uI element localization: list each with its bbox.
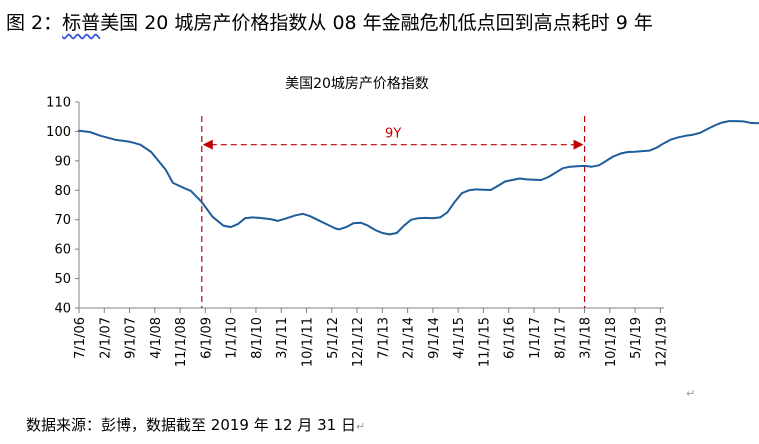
x-tick-label: 12/1/19 bbox=[654, 317, 669, 367]
y-tick-label: 60 bbox=[54, 243, 71, 258]
x-tick-label: 4/1/08 bbox=[149, 317, 164, 359]
series-line bbox=[78, 120, 759, 236]
x-tick-label: 10/1/18 bbox=[604, 317, 619, 367]
x-tick-label: 9/1/07 bbox=[124, 317, 139, 359]
y-tick-label: 110 bbox=[46, 96, 71, 111]
y-tick-label: 50 bbox=[54, 272, 71, 287]
x-tick-label: 1/1/17 bbox=[528, 317, 543, 359]
x-tick-label: 7/1/13 bbox=[376, 317, 391, 359]
y-tick-label: 100 bbox=[46, 125, 71, 140]
x-tick-label: 6/1/09 bbox=[199, 317, 214, 359]
y-tick-label: 40 bbox=[54, 302, 71, 317]
figure-title: 图 2：标普美国 20 城房产价格指数从 08 年金融危机低点回到高点耗时 9 … bbox=[6, 8, 653, 35]
figure-title-prefix: 图 2： bbox=[6, 12, 63, 34]
figure-title-rest: 美国 20 城房产价格指数从 08 年金融危机低点回到高点耗时 9 年 bbox=[100, 12, 653, 34]
x-tick-label: 10/1/11 bbox=[301, 317, 316, 367]
x-tick-label: 12/1/12 bbox=[351, 317, 366, 367]
x-ticks: 7/1/06 2/1/07 9/1/07 4/1/08 11/1/08 6/1/09 1/1… bbox=[73, 308, 669, 367]
x-tick-label: 7/1/06 bbox=[73, 317, 88, 359]
y-tick-label: 70 bbox=[54, 213, 71, 228]
x-tick-label: 3/1/18 bbox=[579, 317, 594, 359]
figure-title-underlined: 标普 bbox=[62, 12, 101, 34]
x-tick-label: 4/1/15 bbox=[452, 317, 467, 359]
x-tick-label: 9/1/14 bbox=[427, 317, 442, 359]
x-tick-label: 11/1/08 bbox=[174, 317, 189, 367]
x-tick-label: 8/1/10 bbox=[250, 317, 265, 359]
y-ticks: 40 50 60 70 80 90 100 110 bbox=[46, 96, 79, 317]
annotation-arrow-head-right bbox=[573, 139, 584, 150]
annotation-arrow-head-left bbox=[202, 139, 213, 150]
footnote: 数据来源：彭博，数据截至 2019 年 12 月 31 日↵ bbox=[26, 414, 365, 435]
annotation-label: 9Y bbox=[385, 127, 401, 142]
x-tick-label: 5/1/12 bbox=[326, 317, 341, 359]
x-tick-label: 6/1/16 bbox=[503, 317, 518, 359]
x-tick-label: 3/1/11 bbox=[275, 317, 290, 359]
x-tick-label: 2/1/14 bbox=[402, 317, 417, 359]
chart: 美国20城房产价格指数 40 50 60 70 80 90 100 110 7/1/06 2/1… bbox=[46, 76, 759, 367]
paragraph-mark: ↵ bbox=[686, 387, 696, 400]
x-tick-label: 1/1/10 bbox=[225, 317, 240, 359]
chart-title: 美国20城房产价格指数 bbox=[285, 76, 429, 92]
x-tick-label: 5/1/19 bbox=[629, 317, 644, 359]
annotation: 9Y bbox=[201, 116, 586, 308]
y-tick-label: 80 bbox=[54, 184, 71, 199]
footnote-text: 数据来源：彭博，数据截至 2019 年 12 月 31 日 bbox=[26, 416, 356, 434]
footnote-paragraph-mark: ↵ bbox=[355, 420, 366, 433]
x-tick-label: 2/1/07 bbox=[98, 317, 113, 359]
x-tick-label: 8/1/17 bbox=[553, 317, 568, 359]
y-tick-label: 90 bbox=[54, 154, 71, 169]
x-tick-label: 11/1/15 bbox=[477, 317, 492, 367]
